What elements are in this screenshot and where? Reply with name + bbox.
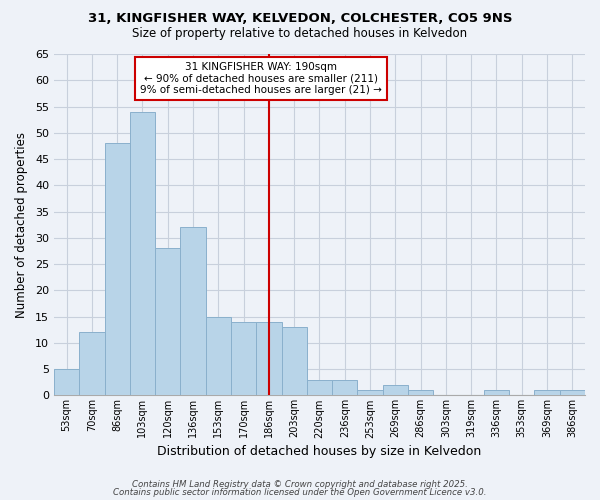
Bar <box>307 380 332 396</box>
Bar <box>130 112 155 396</box>
Bar <box>181 228 206 396</box>
Bar <box>408 390 433 396</box>
X-axis label: Distribution of detached houses by size in Kelvedon: Distribution of detached houses by size … <box>157 444 482 458</box>
Text: 31 KINGFISHER WAY: 190sqm
← 90% of detached houses are smaller (211)
9% of semi-: 31 KINGFISHER WAY: 190sqm ← 90% of detac… <box>140 62 382 95</box>
Bar <box>281 327 307 396</box>
Bar <box>104 144 130 396</box>
Text: 31, KINGFISHER WAY, KELVEDON, COLCHESTER, CO5 9NS: 31, KINGFISHER WAY, KELVEDON, COLCHESTER… <box>88 12 512 26</box>
Bar <box>358 390 383 396</box>
Bar <box>79 332 104 396</box>
Bar <box>332 380 358 396</box>
Text: Size of property relative to detached houses in Kelvedon: Size of property relative to detached ho… <box>133 28 467 40</box>
Bar <box>535 390 560 396</box>
Text: Contains HM Land Registry data © Crown copyright and database right 2025.: Contains HM Land Registry data © Crown c… <box>132 480 468 489</box>
Bar <box>155 248 181 396</box>
Bar <box>231 322 256 396</box>
Bar <box>484 390 509 396</box>
Bar <box>256 322 281 396</box>
Bar <box>206 316 231 396</box>
Y-axis label: Number of detached properties: Number of detached properties <box>15 132 28 318</box>
Bar <box>383 385 408 396</box>
Bar <box>560 390 585 396</box>
Bar <box>54 369 79 396</box>
Text: Contains public sector information licensed under the Open Government Licence v3: Contains public sector information licen… <box>113 488 487 497</box>
